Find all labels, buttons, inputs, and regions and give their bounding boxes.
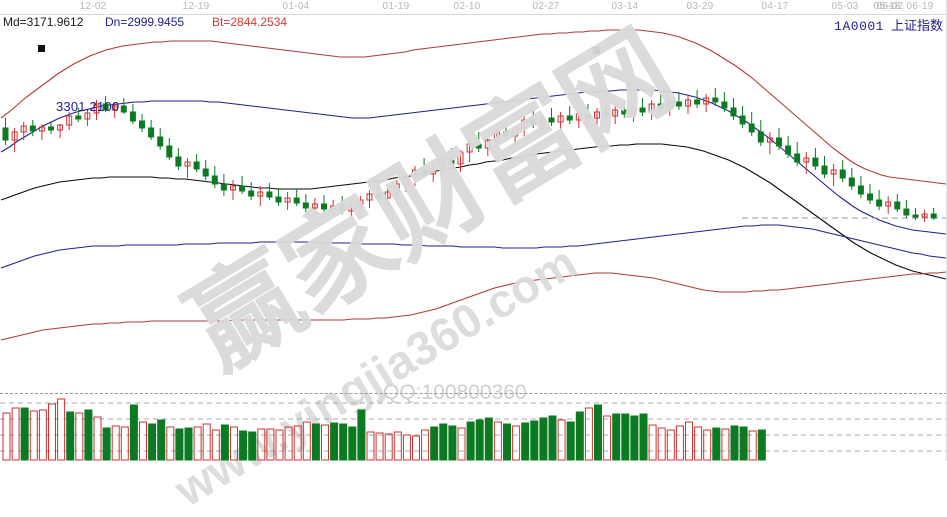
date-tick: 02-10 [453, 1, 481, 12]
date-tick: 03-29 [686, 1, 714, 12]
date-tick: 06-19 [906, 1, 934, 12]
candlestick-series [2, 88, 937, 222]
date-tick: 05-03 [831, 1, 859, 12]
date-tick: 02-27 [532, 1, 560, 12]
upper-band-red [0, 29, 947, 185]
volume-panel[interactable] [0, 393, 947, 461]
date-axis: 12-02 12-19 01-04 01-19 02-10 02-27 03-14 03-29… [0, 0, 947, 15]
date-tick: 03-14 [611, 1, 639, 12]
date-tick: 12-02 [79, 1, 107, 12]
dn-value: Dn=2999.9455 [105, 15, 185, 29]
panel-divider [0, 393, 947, 394]
date-tick: 01-04 [282, 1, 310, 12]
bt-value: Bt=2844.2534 [212, 15, 288, 29]
date-tick: 12-19 [182, 1, 210, 12]
lower-band-blue [0, 224, 947, 269]
watermark-qq: QQ:100800360 [383, 381, 527, 404]
price-chart-svg [0, 29, 947, 341]
instrument-name: 上证指数 [890, 19, 943, 34]
price-chart-panel[interactable] [0, 29, 947, 393]
quote-header: Md=3171.9612 Dn=2999.9455 Bt=2844.2534 [0, 15, 947, 29]
date-tick: 05-18 [873, 1, 901, 12]
md-value: Md=3171.9612 [3, 15, 84, 29]
middle-band-black [0, 143, 947, 280]
date-tick: 04-17 [761, 1, 789, 12]
axis-divider [0, 14, 947, 15]
signal-marker-1[interactable] [38, 45, 45, 52]
lower-band-red [0, 271, 947, 341]
volume-bar-series [2, 398, 766, 461]
instrument-label: 1A0001 上证指数 [834, 15, 943, 34]
price-level-label: 3301.2100 [56, 99, 120, 114]
instrument-code: 1A0001 [834, 19, 884, 34]
signal-marker-2[interactable] [593, 47, 600, 54]
volume-chart-svg [0, 398, 947, 461]
date-tick: 06-02 [876, 1, 904, 12]
date-tick: 01-19 [382, 1, 410, 12]
